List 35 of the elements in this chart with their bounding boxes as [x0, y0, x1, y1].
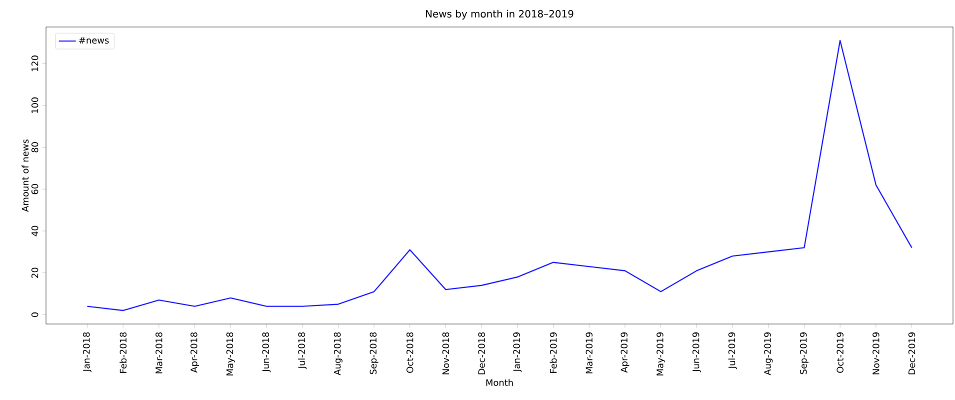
- x-tick-label: Jul-2019: [728, 332, 737, 370]
- y-tick-label: 60: [31, 184, 38, 194]
- y-tick-label: 20: [31, 268, 38, 278]
- x-tick-label: Dec-2018: [478, 332, 485, 374]
- x-tick-label: Jun-2018: [262, 332, 271, 372]
- x-tick-label: Dec-2019: [908, 332, 916, 374]
- x-tick-label: Nov-2019: [872, 332, 880, 374]
- x-tick-label: Feb-2019: [550, 332, 557, 373]
- chart-title: News by month in 2018–2019: [426, 10, 574, 20]
- x-tick-label: May-2019: [656, 332, 666, 376]
- legend-label: #news: [79, 37, 109, 44]
- x-axis-title: Month: [486, 379, 513, 386]
- x-tick-label: Aug-2019: [764, 332, 773, 376]
- y-tick-label: 100: [31, 97, 38, 113]
- x-tick-label: Jun-2019: [692, 332, 701, 372]
- x-tick-label: Jul-2018: [298, 332, 307, 370]
- x-tick-label: Jan-2019: [513, 332, 522, 372]
- y-axis-title: Amount of news: [22, 140, 29, 212]
- x-tick-label: Jan-2018: [83, 332, 92, 372]
- x-tick-label: Oct-2018: [406, 332, 414, 373]
- x-tick-label: Nov-2018: [442, 332, 450, 374]
- x-tick-label: Feb-2018: [120, 332, 127, 373]
- y-tick-label: 80: [31, 142, 38, 152]
- x-tick-label: Sep-2018: [370, 332, 378, 374]
- x-tick-label: Mar-2018: [156, 332, 162, 374]
- x-tick-label: Oct-2019: [836, 332, 844, 373]
- x-tick-label: Apr-2019: [620, 332, 630, 373]
- y-tick-label: 120: [31, 56, 38, 72]
- y-tick-label: 40: [31, 226, 38, 236]
- y-tick-label: 0: [31, 312, 38, 317]
- x-tick-label: Aug-2018: [334, 332, 342, 376]
- x-tick-label: May-2018: [226, 332, 235, 376]
- x-tick-label: Mar-2019: [586, 332, 593, 374]
- x-tick-label: Apr-2018: [190, 332, 200, 373]
- x-tick-label: Sep-2019: [800, 332, 808, 374]
